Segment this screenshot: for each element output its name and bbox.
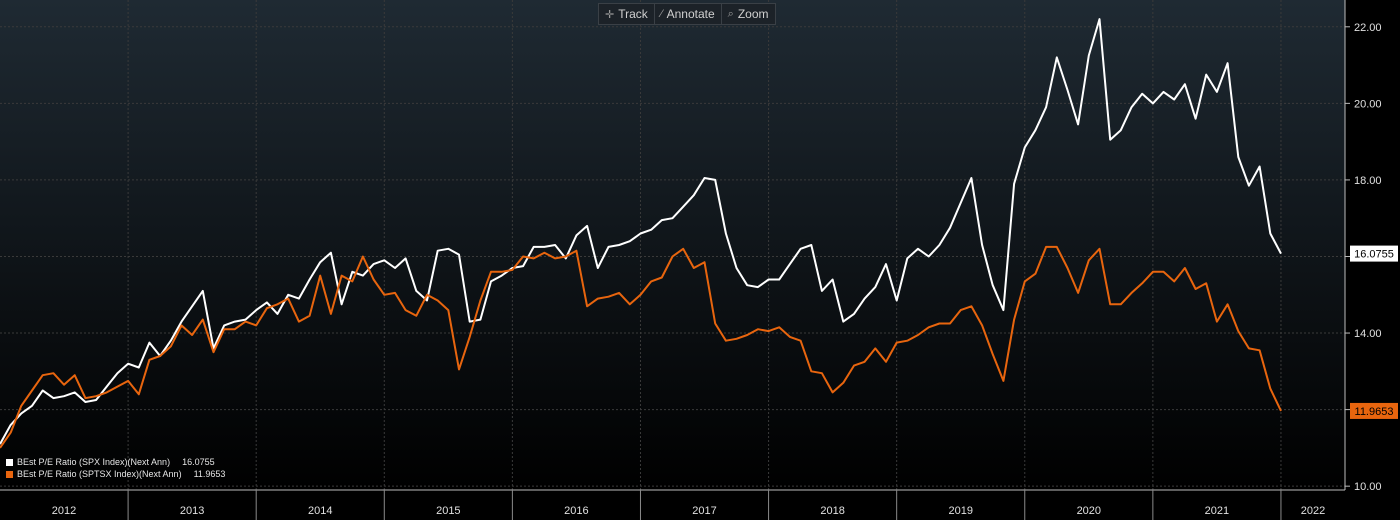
y-axis: 10.0012.0014.0016.0018.0020.0022.0016.07… — [1344, 0, 1398, 493]
x-tick-label: 2013 — [180, 505, 204, 517]
y-tick-label: 18.00 — [1354, 175, 1382, 187]
x-tick-label: 2020 — [1077, 505, 1101, 517]
y-tick-label: 10.00 — [1354, 481, 1382, 493]
track-tool-label: Track — [618, 7, 648, 21]
series-line-sptsx — [0, 245, 1282, 449]
chart-legend: BEst P/E Ratio (SPX Index)(Next Ann) 16.… — [6, 456, 225, 480]
x-tick-label: 2019 — [948, 505, 972, 517]
track-tool-button[interactable]: ✛ Track — [599, 4, 655, 24]
x-tick-label: 2022 — [1301, 505, 1325, 517]
last-value-label-spx: 16.0755 — [1354, 249, 1394, 261]
x-tick-label: 2017 — [692, 505, 716, 517]
legend-item-sptsx[interactable]: BEst P/E Ratio (SPTSX Index)(Next Ann) 1… — [6, 468, 225, 480]
x-tick-label: 2016 — [564, 505, 588, 517]
legend-value-spx: 16.0755 — [182, 457, 215, 467]
legend-label-spx: BEst P/E Ratio (SPX Index)(Next Ann) — [17, 457, 171, 467]
legend-item-spx[interactable]: BEst P/E Ratio (SPX Index)(Next Ann) 16.… — [6, 456, 225, 468]
x-tick-label: 2021 — [1205, 505, 1229, 517]
annotate-tool-button[interactable]: ⁄ Annotate — [655, 4, 722, 24]
x-axis: 2012 2013 2014 2015 2016 2017 2018 2019 2020 2021… — [0, 489, 1345, 520]
legend-label-sptsx: BEst P/E Ratio (SPTSX Index)(Next Ann) — [17, 469, 182, 479]
series-line-spx — [0, 18, 1282, 445]
annotate-tool-label: Annotate — [666, 7, 715, 21]
pencil-icon: ⁄ — [660, 8, 663, 20]
last-value-badge-sptsx — [1350, 402, 1398, 419]
x-tick-label: 2018 — [820, 505, 844, 517]
last-value-label-sptsx: 11.9653 — [1355, 406, 1394, 418]
zoom-tool-label: Zoom — [737, 7, 769, 21]
zoom-tool-button[interactable]: ⌕ Zoom — [722, 4, 775, 24]
grid-layer — [0, 0, 1345, 490]
legend-swatch-sptsx — [6, 470, 13, 478]
chart-toolbar: ✛ Track ⁄ Annotate ⌕ Zoom — [598, 3, 776, 25]
x-tick-label: 2012 — [52, 505, 76, 517]
y-tick-label: 14.00 — [1354, 328, 1382, 340]
y-tick-label: 20.00 — [1354, 98, 1382, 110]
series-layer — [0, 18, 1282, 449]
y-tick-label: 22.00 — [1354, 22, 1382, 34]
legend-value-sptsx: 11.9653 — [193, 469, 226, 479]
xaxis-background — [0, 490, 1345, 520]
plot-background — [0, 0, 1345, 490]
x-tick-label: 2014 — [308, 505, 332, 517]
crosshair-icon: ✛ — [605, 8, 615, 21]
magnifier-icon: ⌕ — [727, 7, 734, 20]
legend-swatch-spx — [6, 458, 13, 466]
x-tick-label: 2015 — [436, 505, 460, 517]
last-value-badge-spx — [1350, 245, 1398, 262]
